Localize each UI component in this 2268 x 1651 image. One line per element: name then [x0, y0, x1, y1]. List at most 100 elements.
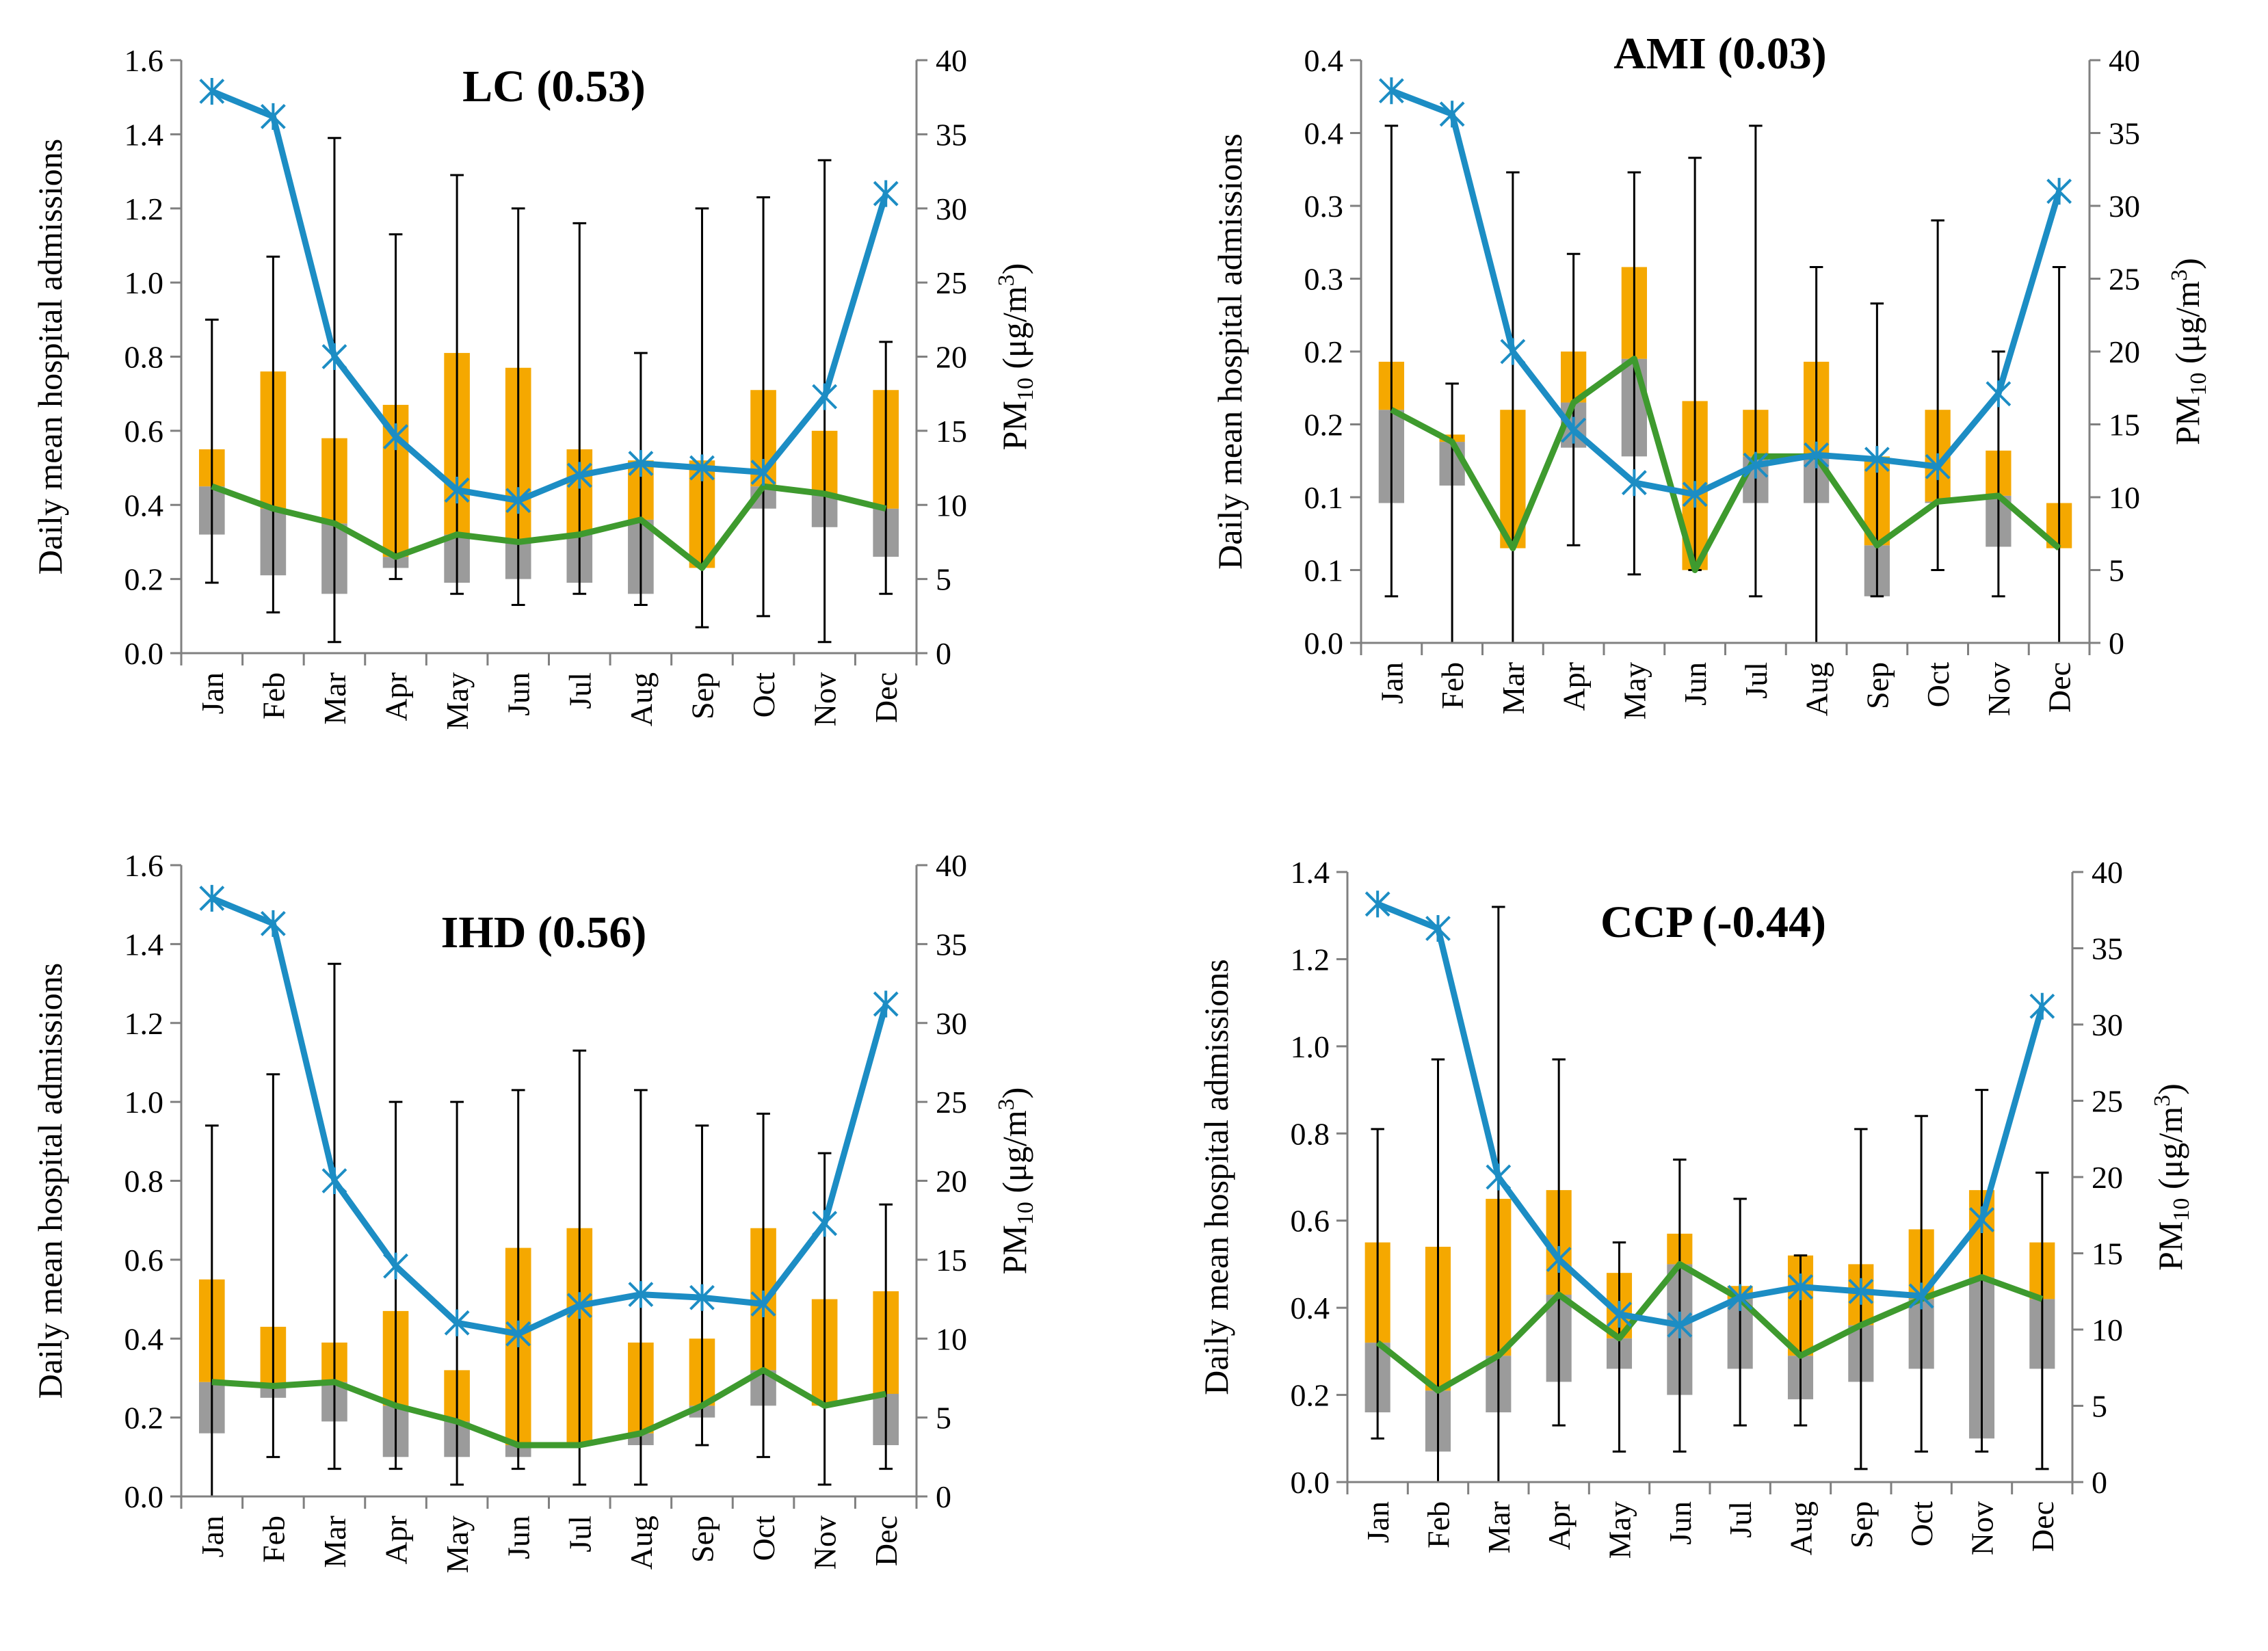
x-tick-label-aug: Aug: [1784, 1501, 1819, 1555]
plot-area: [198, 77, 899, 644]
x-tick-label-jul: Jul: [1739, 662, 1773, 699]
pm10-marker-sep: [1864, 446, 1890, 473]
y-tick-label: 0.0: [1304, 626, 1344, 661]
pm10-marker-jun: [505, 487, 531, 514]
x-tick-label-mar: Mar: [1481, 1501, 1516, 1554]
x-tick-label-jun: Jun: [501, 672, 536, 716]
x-tick-label-nov: Nov: [808, 1516, 843, 1570]
x-tick-label-may: May: [1617, 662, 1652, 719]
y2-label-close: ): [995, 1087, 1033, 1099]
y2-tick-label: 30: [2092, 1007, 2123, 1042]
x-tick-label-feb: Feb: [256, 672, 291, 719]
y-tick-label: 0.6: [1291, 1204, 1330, 1239]
x-tick-label-jan: Jan: [1360, 1501, 1395, 1543]
y2-tick-label: 25: [936, 265, 967, 300]
x-tick-label-dec: Dec: [2042, 662, 2077, 713]
plot-area: [1378, 77, 2072, 644]
y2-tick-label: 25: [2109, 262, 2140, 297]
y2-axis-label: PM10 (μg/m3): [994, 1087, 1038, 1275]
y2-label-close: ): [2151, 1083, 2189, 1095]
y-tick-label: 1.2: [124, 1006, 164, 1041]
pm10-marker-aug: [1788, 1273, 1813, 1301]
x-tick-label-jun: Jun: [1663, 1501, 1698, 1545]
y2-label-sup: 3: [2167, 269, 2192, 281]
x-tick-label-apr: Apr: [379, 672, 414, 722]
pm10-marker-dec: [873, 180, 899, 207]
y-axis-label: Daily mean hospital admissions: [1211, 133, 1249, 569]
x-tick-label-dec: Dec: [869, 672, 904, 723]
y2-tick-label: 15: [936, 414, 967, 449]
x-tick-label-oct: Oct: [1904, 1501, 1939, 1547]
pm10-marker-nov: [812, 383, 838, 410]
pm10-marker-apr: [1561, 417, 1587, 444]
y2-tick-label: 40: [936, 43, 967, 78]
panel-title: AMI (0.03): [1613, 29, 1827, 79]
x-tick-label-aug: Aug: [624, 672, 659, 726]
y-tick-label: 0.8: [124, 1164, 164, 1199]
y-tick-label: 1.4: [1291, 855, 1330, 890]
y2-axis-label: PM10 (μg/m3): [994, 263, 1038, 451]
pm10-marker-jun: [505, 1320, 531, 1347]
y2-tick-label: 5: [2092, 1389, 2107, 1424]
x-tick-label-sep: Sep: [1860, 662, 1895, 709]
pm10-marker-mar: [321, 343, 347, 371]
median-admissions-line: [1390, 356, 2061, 573]
y2-tick-label: 25: [2092, 1084, 2123, 1119]
y-tick-label: 0.2: [1304, 408, 1344, 443]
pm10-marker-mar: [1500, 338, 1526, 365]
pm10-marker-jun: [1667, 1311, 1693, 1338]
y2-tick-label: 5: [2109, 553, 2124, 588]
y-tick-label: 0.4: [124, 488, 164, 523]
x-tick-label-feb: Feb: [1421, 1501, 1456, 1548]
y2-label-sub: 10: [1013, 1202, 1038, 1225]
pm10-marker-apr: [1546, 1245, 1572, 1273]
pm10-marker-jul: [1727, 1284, 1753, 1311]
x-tick-label-jul: Jul: [562, 672, 597, 709]
pm10-line: [1376, 901, 2046, 1328]
median-admissions-line: [211, 1366, 887, 1449]
y2-tick-label: 25: [936, 1085, 967, 1120]
y2-tick-label: 40: [2092, 855, 2123, 890]
median-admissions-line: [211, 483, 887, 571]
y2-axis-label: PM10 (μg/m3): [2167, 258, 2211, 445]
pm10-marker-oct: [750, 1290, 776, 1318]
pm10-marker-jun: [1682, 481, 1708, 508]
y-tick-label: 1.2: [1291, 942, 1330, 977]
y2-label-sup: 3: [994, 274, 1019, 286]
pm10-marker-jan: [199, 884, 225, 912]
y-tick-label: 1.0: [124, 1085, 164, 1120]
y2-label-sub: 10: [2169, 1198, 2194, 1221]
y-axis-label: Daily mean hospital admissions: [1197, 959, 1235, 1395]
y2-tick-label: 30: [2109, 189, 2140, 224]
panel-ccp: CCP (-0.44) 0.0 0.2 0.4 0.6 0.8 1.0 1.2 1.4 0 5 10…: [1197, 855, 2194, 1559]
pm10-marker-aug: [628, 1281, 654, 1308]
y2-tick-label: 0: [2109, 626, 2124, 661]
y-tick-label: 0.4: [124, 1321, 164, 1356]
pm10-marker-sep: [689, 454, 715, 481]
y2-tick-label: 15: [936, 1243, 967, 1278]
pm10-marker-aug: [628, 450, 654, 477]
y2-label-main: PM: [995, 1225, 1033, 1274]
y-tick-label: 0.2: [1304, 334, 1344, 369]
median-admissions-line: [1375, 1260, 2044, 1394]
x-tick-label-dec: Dec: [869, 1516, 904, 1566]
pm10-marker-dec: [2029, 992, 2055, 1020]
x-tick-label-jul: Jul: [562, 1516, 597, 1553]
pm10-marker-may: [444, 477, 470, 504]
x-tick-label-nov: Nov: [808, 672, 843, 726]
y2-tick-label: 15: [2092, 1237, 2123, 1271]
y-tick-label: 0.8: [1291, 1116, 1330, 1151]
y-tick-label: 1.6: [124, 43, 164, 78]
y-tick-label: 0.4: [1291, 1291, 1330, 1325]
y-tick-label: 1.4: [124, 927, 164, 962]
y-axis-label: Daily mean hospital admissions: [31, 139, 69, 574]
y2-label-main: PM: [2168, 396, 2206, 445]
y-tick-label: 0.1: [1304, 480, 1344, 515]
pm10-marker-may: [1607, 1301, 1632, 1328]
y-tick-label: 1.0: [124, 265, 164, 300]
x-tick-label-apr: Apr: [379, 1516, 414, 1565]
plot-area: [198, 884, 899, 1498]
y-tick-label: 0.4: [1304, 43, 1344, 78]
x-tick-label-sep: Sep: [685, 672, 720, 719]
panel-lc: LC (0.53) 0.0 0.2 0.4 0.6 0.8 1.0 1.2 1.4 1.6 0 5 1…: [31, 43, 1038, 730]
